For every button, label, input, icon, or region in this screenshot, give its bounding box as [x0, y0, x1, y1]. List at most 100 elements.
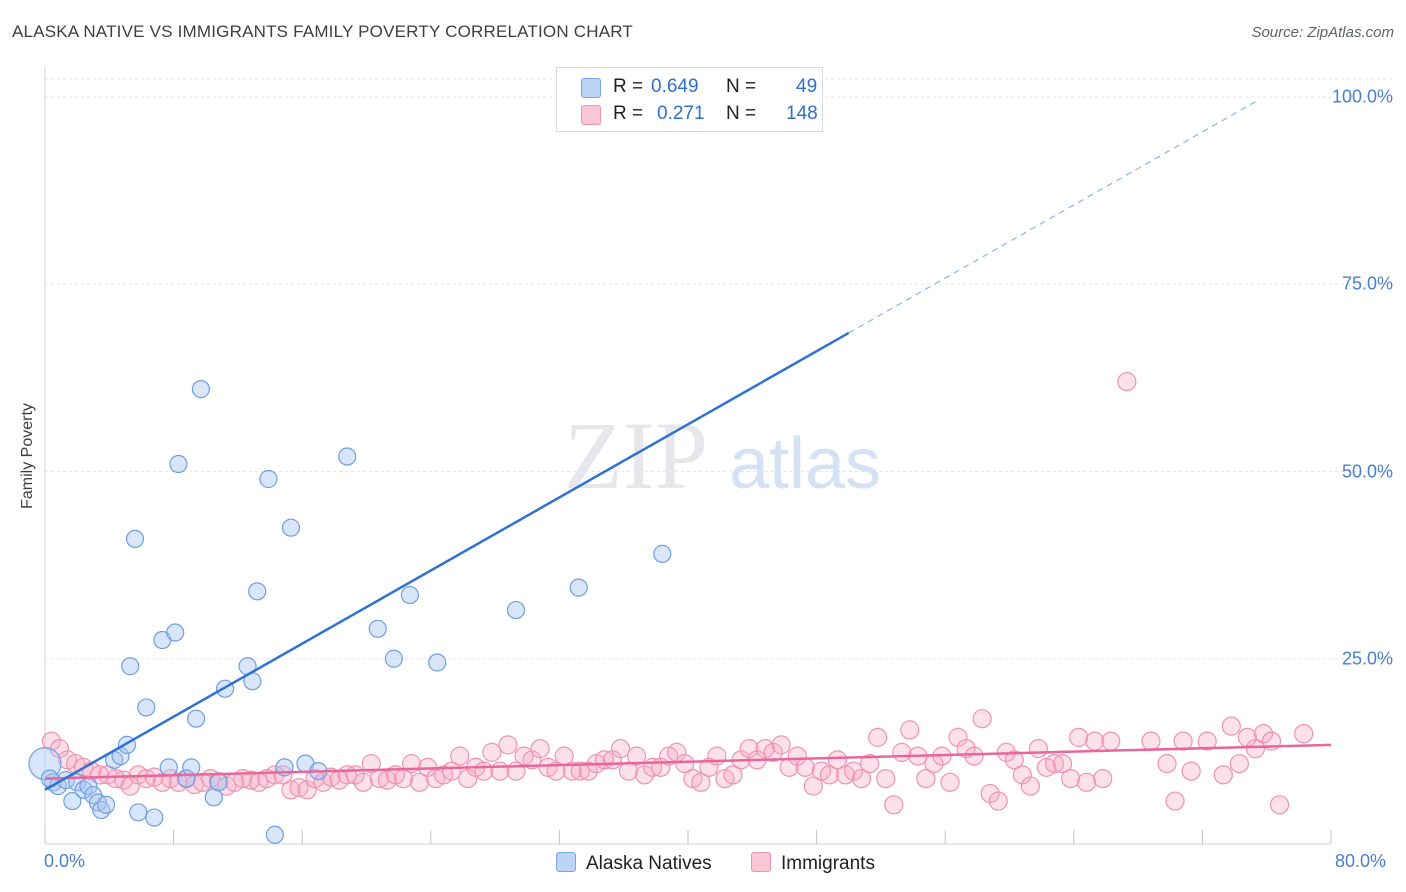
alaska-natives-point [338, 447, 357, 466]
x-tick-marks [44, 830, 1332, 844]
immigrants-point [498, 735, 518, 755]
immigrants-point [803, 776, 823, 796]
immigrants-point [450, 746, 470, 766]
alaska-natives-point [209, 773, 228, 792]
immigrants-point [1028, 739, 1049, 759]
alaska-natives-point [137, 698, 156, 717]
immigrants-point [707, 746, 727, 766]
immigrants-point [763, 742, 783, 762]
gridlines [44, 66, 1392, 845]
watermark-zip: ZIP [564, 402, 708, 509]
alaska-natives-point [248, 582, 267, 601]
r-value: 0.649 [651, 76, 699, 97]
alaska-natives-point [569, 578, 588, 597]
immigrants-point [1245, 739, 1266, 759]
alaska-natives-point [428, 653, 447, 672]
immigrants-point [1157, 754, 1177, 774]
immigrants-point [1197, 731, 1217, 751]
alaska-legend-swatch [556, 852, 576, 872]
alaska-swatch [581, 78, 601, 98]
immigrants-point [739, 739, 759, 759]
immigrants-point [634, 765, 655, 785]
immigrants-point [1085, 731, 1105, 751]
alaska-natives-point [96, 795, 116, 814]
legend-immigrants: Immigrants [751, 852, 875, 875]
x-tick-max: 80.0% [1335, 851, 1387, 871]
immigrants-point [458, 768, 478, 789]
immigrants-point [1253, 724, 1274, 744]
y-tick-label: 50.0% [1341, 461, 1393, 481]
x-tick-min: 0.0% [44, 851, 86, 871]
immigrants-point [972, 709, 992, 729]
immigrants-point [948, 727, 968, 747]
y-tick-label: 25.0% [1341, 648, 1393, 669]
chart-title: ALASKA NATIVE VS IMMIGRANTS FAMILY POVER… [12, 22, 633, 41]
immigrants-point [819, 765, 840, 785]
immigrants-point [474, 761, 494, 781]
r-value: 0.271 [657, 103, 705, 124]
source-label: Source: ZipAtlas.com [1251, 24, 1394, 41]
immigrants-point [691, 772, 711, 792]
immigrants-point [1141, 731, 1161, 751]
immigrants-point [892, 742, 912, 762]
immigrants-point [1117, 372, 1137, 392]
immigrants-point [699, 757, 719, 777]
alaska-natives-point [129, 803, 148, 822]
immigrants-point [1069, 727, 1089, 747]
immigrants-point [916, 768, 936, 789]
immigrants-point [860, 754, 880, 774]
immigrants-point [41, 731, 62, 751]
alaska-natives-point [259, 469, 278, 489]
immigrants-point [1294, 724, 1314, 744]
immigrants-point [852, 768, 872, 789]
immigrants-point [1269, 795, 1290, 815]
immigrants-point [273, 765, 293, 785]
alaska-natives-point [281, 518, 301, 537]
immigrants-point [771, 735, 791, 755]
alaska-natives-point [92, 800, 111, 820]
n-value: 148 [786, 103, 818, 124]
alaska-natives-point [506, 600, 526, 620]
immigrants-point [988, 791, 1008, 811]
alaska-trend-extension [848, 99, 1259, 334]
alaska-natives-point [166, 623, 185, 642]
immigrants-point [570, 761, 590, 781]
y-tick-label: 100.0% [1331, 86, 1393, 107]
immigrants-point [626, 746, 647, 766]
r-label: R = [613, 76, 644, 97]
immigrants-point [1229, 754, 1249, 774]
n-label: N = [726, 103, 757, 124]
alaska-natives-point [204, 788, 223, 807]
immigrants-point [361, 754, 381, 774]
trend-lines [44, 99, 1332, 791]
immigrants-point [610, 739, 631, 759]
alaska-natives-point [265, 825, 284, 844]
immigrants-legend-swatch [751, 852, 771, 872]
alaska-natives-point [169, 454, 188, 474]
immigrants-point [723, 765, 743, 785]
alaska-natives-point [182, 758, 201, 777]
legend-label: Immigrants [781, 853, 875, 874]
immigrants-point [90, 765, 110, 785]
stats-legend: R = 0.649 N = 49 R = 0.271 N = 148 [556, 67, 823, 132]
immigrants-point [1181, 761, 1201, 781]
immigrants-point [136, 768, 156, 789]
alaska-natives-point [125, 529, 145, 549]
immigrants-point [1173, 731, 1193, 751]
immigrants-point [297, 780, 317, 800]
alaska-natives-point [121, 657, 140, 676]
watermark: ZIP atlas [564, 402, 881, 509]
immigrants-trend-line [44, 743, 1332, 780]
alaska-natives-point [63, 791, 82, 811]
immigrants-point [1044, 754, 1065, 774]
immigrants-point [578, 761, 598, 781]
immigrants-point [265, 765, 285, 785]
immigrants-point [281, 780, 301, 800]
immigrants-point [562, 761, 582, 781]
immigrants-swatch [581, 105, 601, 125]
immigrants-point [530, 739, 550, 759]
immigrants-point [940, 772, 960, 792]
immigrants-point [1221, 716, 1241, 736]
immigrants-point [241, 770, 261, 790]
